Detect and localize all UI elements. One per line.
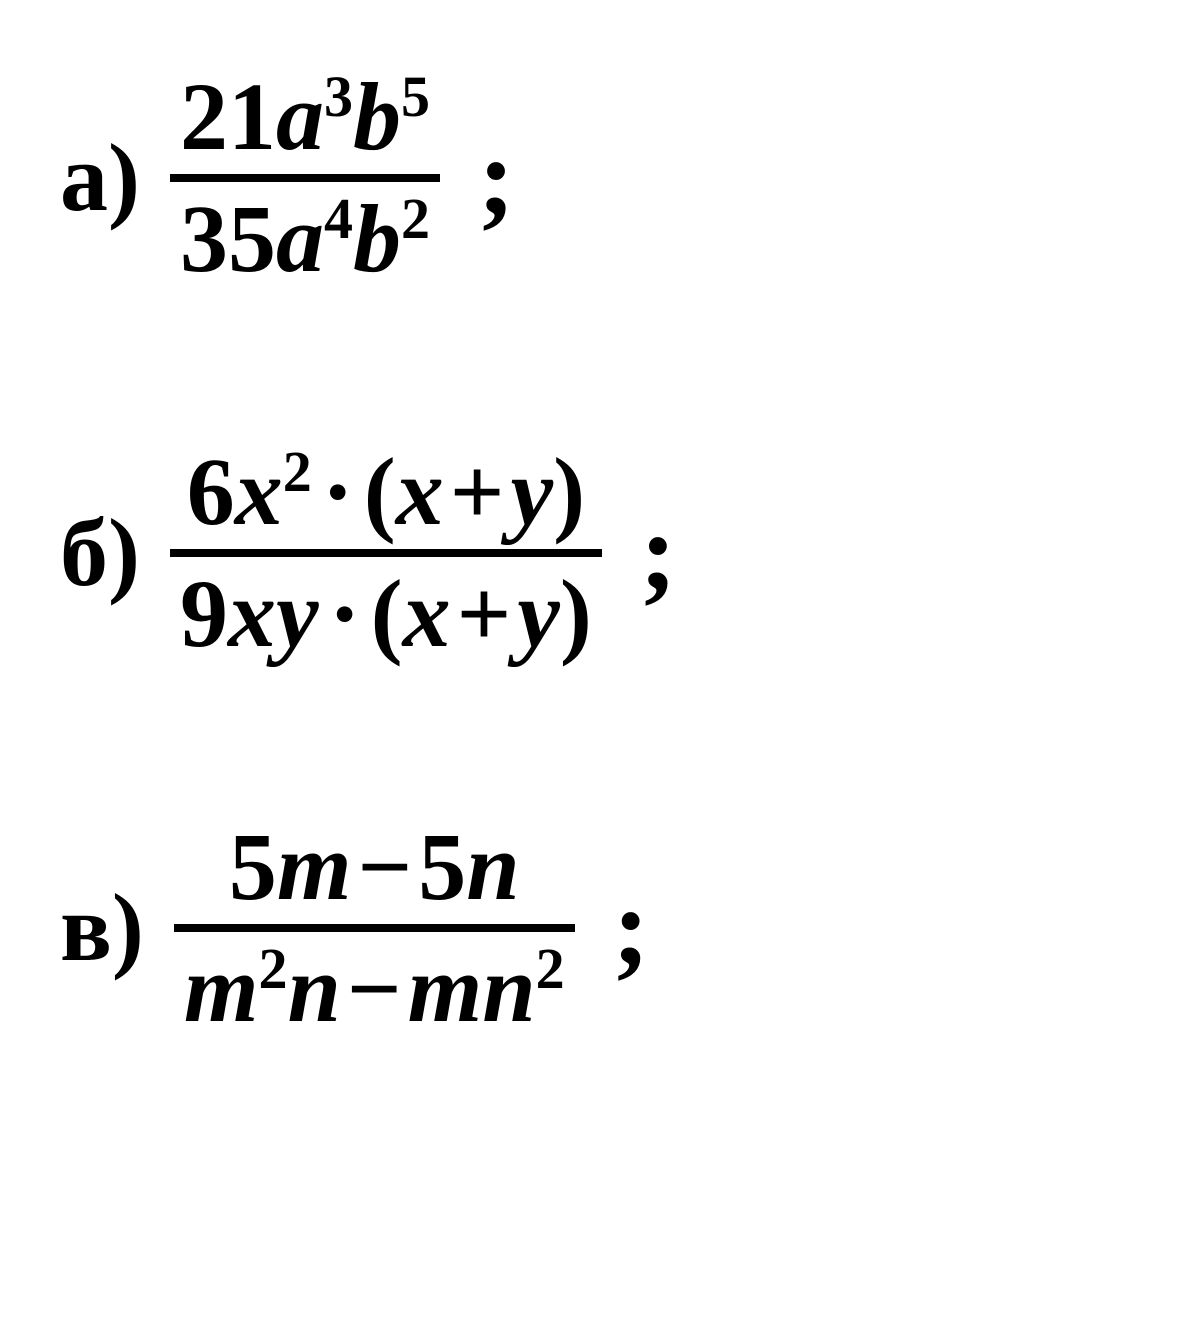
var: a: [276, 63, 324, 170]
plus-op: +: [451, 560, 518, 667]
problem-a-punct: ;: [478, 114, 515, 241]
var: x: [403, 560, 451, 667]
problem-c-fraction: 5m−5n m2n−mn2: [174, 810, 575, 1045]
var: y: [510, 438, 553, 545]
exp: 2: [258, 936, 287, 1001]
var: b: [353, 185, 401, 292]
exp: 2: [283, 439, 312, 504]
coef: 6: [187, 438, 235, 545]
coef: 5: [229, 813, 277, 920]
problem-c-denominator: m2n−mn2: [174, 932, 575, 1046]
var: m: [184, 935, 259, 1042]
fraction-bar: [170, 549, 602, 557]
var: m: [277, 813, 352, 920]
lparen: (: [364, 438, 396, 545]
exp: 5: [401, 64, 430, 129]
problem-a: а) 21a3b5 35a4b2 ;: [60, 60, 1160, 295]
var: m: [408, 935, 483, 1042]
problem-c: в) 5m−5n m2n−mn2 ;: [60, 810, 1160, 1045]
var: a: [276, 185, 324, 292]
var: b: [353, 63, 401, 170]
plus-op: +: [444, 438, 511, 545]
exp: 2: [536, 936, 565, 1001]
problem-list: а) 21a3b5 35a4b2 ; б) 6x2·(x+y) 9xy·(x+y…: [0, 0, 1200, 1086]
problem-b-numerator: 6x2·(x+y): [177, 435, 595, 549]
coef: 9: [180, 560, 228, 667]
var: n: [466, 813, 519, 920]
problem-b-fraction: 6x2·(x+y) 9xy·(x+y): [170, 435, 602, 670]
coef: 5: [418, 813, 466, 920]
problem-b-label: б): [60, 497, 140, 608]
var: n: [482, 935, 535, 1042]
rparen: ): [553, 438, 585, 545]
coef: 35: [180, 185, 276, 292]
fraction-bar: [170, 174, 440, 182]
problem-a-fraction: 21a3b5 35a4b2: [170, 60, 440, 295]
var: n: [287, 935, 340, 1042]
dot-op: ·: [319, 560, 371, 667]
rparen: ): [560, 560, 592, 667]
exp: 4: [324, 186, 353, 251]
problem-a-label: а): [60, 122, 140, 233]
problem-a-denominator: 35a4b2: [170, 182, 440, 296]
var: x: [228, 560, 276, 667]
problem-a-numerator: 21a3b5: [170, 60, 440, 174]
var: y: [517, 560, 560, 667]
exp: 2: [401, 186, 430, 251]
var: x: [396, 438, 444, 545]
minus-op: −: [352, 813, 419, 920]
problem-b-punct: ;: [640, 489, 677, 616]
problem-c-numerator: 5m−5n: [219, 810, 530, 924]
coef: 21: [180, 63, 276, 170]
problem-b: б) 6x2·(x+y) 9xy·(x+y) ;: [60, 435, 1160, 670]
exp: 3: [324, 64, 353, 129]
var: x: [235, 438, 283, 545]
problem-b-denominator: 9xy·(x+y): [170, 557, 602, 671]
problem-c-punct: ;: [613, 864, 650, 991]
fraction-bar: [174, 924, 575, 932]
problem-c-label: в): [60, 872, 144, 983]
minus-op: −: [341, 935, 408, 1042]
var: y: [276, 560, 319, 667]
lparen: (: [371, 560, 403, 667]
dot-op: ·: [312, 438, 364, 545]
